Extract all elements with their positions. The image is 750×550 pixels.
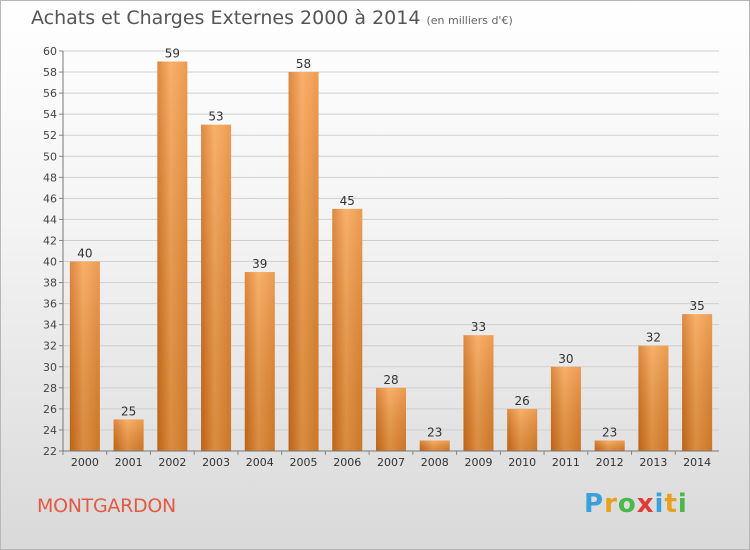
x-tick-label: 2011 — [552, 456, 580, 469]
bar-shade — [332, 208, 363, 451]
data-label: 45 — [340, 194, 355, 208]
bar-shade — [682, 314, 713, 451]
data-label: 39 — [252, 257, 267, 271]
y-tick-label: 40 — [43, 256, 57, 269]
data-label: 23 — [602, 425, 617, 439]
y-tick-label: 44 — [43, 213, 57, 226]
logo-letter: i — [677, 489, 688, 519]
chart-title-text: Achats et Charges Externes 2000 à 2014 — [31, 7, 421, 29]
y-tick-label: 58 — [43, 66, 57, 79]
bar-shade — [201, 124, 232, 452]
logo-letter: i — [654, 489, 665, 519]
x-tick-label: 2006 — [333, 456, 361, 469]
bar-shade — [594, 440, 625, 451]
logo-letter: t — [664, 489, 678, 519]
x-tick-label: 2001 — [115, 456, 143, 469]
y-tick-label: 30 — [43, 361, 57, 374]
y-tick-label: 34 — [43, 319, 57, 332]
bar-shade — [113, 419, 144, 451]
chart-title: Achats et Charges Externes 2000 à 2014 (e… — [31, 7, 513, 29]
x-tick-label: 2005 — [290, 456, 318, 469]
x-tick-label: 2013 — [639, 456, 667, 469]
bar-shade — [507, 408, 538, 451]
y-tick-label: 36 — [43, 298, 57, 311]
data-label: 35 — [689, 299, 704, 313]
data-label: 58 — [296, 57, 311, 71]
y-tick-label: 56 — [43, 87, 57, 100]
data-label: 59 — [165, 47, 180, 61]
axes — [62, 51, 719, 452]
x-tick-label: 2012 — [596, 456, 624, 469]
x-tick-label: 2000 — [71, 456, 99, 469]
x-tick-label: 2002 — [158, 456, 186, 469]
data-label: 28 — [383, 373, 398, 387]
y-axis-ticks: 22 24 26 28 30 32 34 36 38 40 42 44 46 48 50 52 54 56 58 60 — [43, 45, 63, 458]
bar-shade — [638, 345, 669, 451]
logo-letter: x — [636, 489, 655, 519]
bar-shade — [157, 61, 188, 452]
x-tick-label: 2008 — [421, 456, 449, 469]
x-tick-label: 2004 — [246, 456, 274, 469]
bar-shade — [244, 272, 275, 451]
data-labels: 40 25 59 53 39 58 45 28 23 33 26 30 23 32 35 — [77, 47, 705, 440]
y-tick-label: 60 — [43, 45, 57, 58]
proxiti-logo: Proxiti — [584, 489, 688, 519]
logo-letter: r — [604, 489, 618, 519]
data-label: 30 — [558, 352, 573, 366]
data-label: 33 — [471, 320, 486, 334]
x-tick-label: 2009 — [464, 456, 492, 469]
bar-shade — [463, 335, 494, 451]
data-label: 32 — [646, 331, 661, 345]
x-axis-ticks: 2000 2001 2002 2003 2004 2005 2006 2007 2008 2009… — [62, 451, 711, 469]
data-label: 25 — [121, 404, 136, 418]
logo-letter: o — [617, 489, 637, 519]
y-tick-label: 28 — [43, 382, 57, 395]
y-tick-label: 38 — [43, 277, 57, 290]
bar-shade — [419, 440, 450, 451]
y-tick-label: 48 — [43, 171, 57, 184]
data-label: 23 — [427, 425, 442, 439]
y-tick-label: 26 — [43, 403, 57, 416]
y-tick-label: 22 — [43, 445, 57, 458]
bar-shade — [69, 261, 100, 451]
data-label: 26 — [515, 394, 530, 408]
x-tick-label: 2007 — [377, 456, 405, 469]
x-tick-label: 2010 — [508, 456, 536, 469]
y-tick-label: 50 — [43, 150, 57, 163]
chart-unit-label: (en milliers d'€) — [426, 14, 513, 27]
bar-shade — [288, 72, 319, 451]
y-tick-label: 32 — [43, 340, 57, 353]
bar-shade — [376, 387, 406, 451]
y-tick-label: 54 — [43, 108, 57, 121]
data-label: 53 — [208, 110, 223, 124]
data-label: 40 — [77, 247, 92, 261]
bars — [69, 61, 713, 452]
x-tick-label: 2014 — [683, 456, 711, 469]
place-name: MONTGARDON — [37, 495, 176, 517]
bar-shade — [550, 366, 581, 451]
x-tick-label: 2003 — [202, 456, 230, 469]
y-tick-label: 42 — [43, 234, 57, 247]
y-tick-label: 24 — [43, 424, 57, 437]
y-tick-label: 52 — [43, 129, 57, 142]
logo-letter: P — [584, 489, 605, 519]
y-tick-label: 46 — [43, 192, 57, 205]
